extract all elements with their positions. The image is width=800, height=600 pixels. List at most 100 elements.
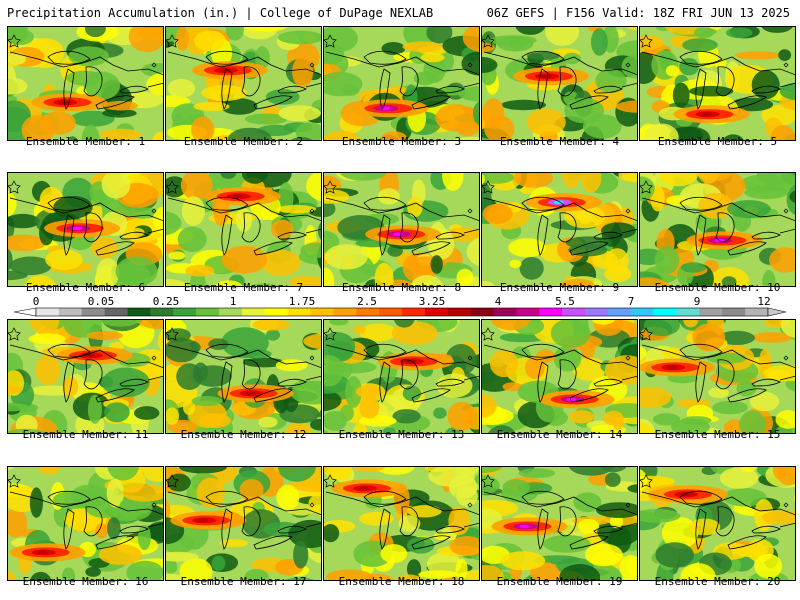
ensemble-member-label: Ensemble Member: 14 xyxy=(496,428,623,441)
colorbar-tick-label: 5.5 xyxy=(555,296,575,308)
colorbar-tick-label: 1 xyxy=(230,296,237,308)
colorbar-swatch xyxy=(585,308,609,316)
colorbar-swatch xyxy=(219,308,243,316)
colorbar-swatch xyxy=(173,308,197,316)
colorbar-swatch xyxy=(562,308,586,316)
colorbar-swatch xyxy=(447,308,471,316)
ensemble-member-label: Ensemble Member: 16 xyxy=(22,575,149,588)
colorbar-tick-label: 0 xyxy=(33,296,40,308)
valid-time-label: 06Z GEFS | F156 Valid: 18Z FRI JUN 13 20… xyxy=(486,6,790,20)
great-lakes-outline xyxy=(325,50,479,110)
colorbar-swatch xyxy=(699,308,723,316)
ensemble-member-label: Ensemble Member: 6 xyxy=(25,281,146,294)
ensemble-member-label: Ensemble Member: 9 xyxy=(499,281,620,294)
ensemble-member-label: Ensemble Member: 1 xyxy=(25,135,146,148)
ensemble-member-label: Ensemble Member: 2 xyxy=(183,135,304,148)
great-lakes-outline xyxy=(641,490,795,550)
great-lakes-outline xyxy=(9,343,163,403)
colorbar-swatch xyxy=(424,308,449,316)
colorbar-tick-label: 0.05 xyxy=(88,296,115,308)
colorbar-tick-label: 3.25 xyxy=(419,296,446,308)
colorbar-swatch xyxy=(241,308,266,316)
colorbar-right-arrow xyxy=(767,307,787,317)
ensemble-map-panel xyxy=(323,26,480,141)
colorbar-swatch xyxy=(127,308,151,316)
great-lakes-outline xyxy=(483,196,637,256)
ensemble-map-panel xyxy=(165,172,322,287)
colorbar-swatch xyxy=(539,308,563,316)
colorbar-swatch xyxy=(310,308,334,316)
great-lakes-outline xyxy=(483,343,637,403)
ensemble-member-label: Ensemble Member: 8 xyxy=(341,281,462,294)
great-lakes-outline xyxy=(325,343,479,403)
colorbar-swatch xyxy=(287,308,311,316)
colorbar-swatch xyxy=(36,308,60,316)
colorbar-swatch xyxy=(516,308,540,316)
ensemble-map-panel xyxy=(7,26,164,141)
ensemble-map-panel xyxy=(639,26,796,141)
ensemble-map-panel xyxy=(323,466,480,581)
great-lakes-outline xyxy=(167,196,321,256)
colorbar-tick-label: 0.25 xyxy=(153,296,180,308)
colorbar-swatch xyxy=(333,308,357,316)
ensemble-member-label: Ensemble Member: 7 xyxy=(183,281,304,294)
great-lakes-outline xyxy=(483,490,637,550)
ensemble-member-label: Ensemble Member: 12 xyxy=(180,428,307,441)
ensemble-member-label: Ensemble Member: 5 xyxy=(657,135,778,148)
ensemble-map-panel xyxy=(7,319,164,434)
ensemble-member-label: Ensemble Member: 15 xyxy=(654,428,781,441)
ensemble-map-panel xyxy=(481,172,638,287)
colorbar-swatch xyxy=(676,308,700,316)
great-lakes-outline xyxy=(9,50,163,110)
colorbar-swatch xyxy=(196,308,220,316)
colorbar-swatch xyxy=(402,308,426,316)
colorbar-swatch xyxy=(104,308,128,316)
colorbar-left-arrow xyxy=(13,307,37,317)
ensemble-member-label: Ensemble Member: 19 xyxy=(496,575,623,588)
ensemble-map-panel xyxy=(323,319,480,434)
colorbar-swatch xyxy=(630,308,654,316)
ensemble-member-label: Ensemble Member: 10 xyxy=(654,281,781,294)
great-lakes-outline xyxy=(9,196,163,256)
colorbar-tick-label: 7 xyxy=(628,296,635,308)
colorbar-tick-label: 2.5 xyxy=(357,296,377,308)
great-lakes-outline xyxy=(641,343,795,403)
ensemble-member-label: Ensemble Member: 4 xyxy=(499,135,620,148)
colorbar-swatch xyxy=(264,308,288,316)
great-lakes-outline xyxy=(167,50,321,110)
ensemble-member-label: Ensemble Member: 20 xyxy=(654,575,781,588)
colorbar-swatch xyxy=(653,308,677,316)
colorbar-swatch xyxy=(379,308,403,316)
colorbar-tick-label: 4 xyxy=(495,296,502,308)
great-lakes-outline xyxy=(325,490,479,550)
ensemble-member-label: Ensemble Member: 13 xyxy=(338,428,465,441)
colorbar-swatch xyxy=(356,308,380,316)
great-lakes-outline xyxy=(641,196,795,256)
ensemble-map-panel xyxy=(481,466,638,581)
ensemble-map-panel xyxy=(7,466,164,581)
colorbar-swatch xyxy=(493,308,517,316)
ensemble-map-panel xyxy=(481,319,638,434)
great-lakes-outline xyxy=(641,50,795,110)
ensemble-map-panel xyxy=(7,172,164,287)
colorbar-tick-label: 12 xyxy=(757,296,770,308)
ensemble-map-panel xyxy=(639,172,796,287)
ensemble-member-label: Ensemble Member: 18 xyxy=(338,575,465,588)
colorbar-tick-label: 1.75 xyxy=(289,296,316,308)
ensemble-member-label: Ensemble Member: 17 xyxy=(180,575,307,588)
ensemble-map-panel xyxy=(165,319,322,434)
ensemble-map-panel xyxy=(481,26,638,141)
ensemble-member-label: Ensemble Member: 3 xyxy=(341,135,462,148)
ensemble-map-panel xyxy=(165,26,322,141)
colorbar-tick-label: 9 xyxy=(694,296,701,308)
great-lakes-outline xyxy=(9,490,163,550)
colorbar-swatch xyxy=(470,308,494,316)
colorbar-swatch xyxy=(81,308,105,316)
ensemble-map-panel xyxy=(323,172,480,287)
colorbar-swatch xyxy=(607,308,632,316)
ensemble-map-panel xyxy=(639,319,796,434)
colorbar-swatch xyxy=(58,308,83,316)
great-lakes-outline xyxy=(483,50,637,110)
colorbar-swatch xyxy=(722,308,746,316)
colorbar-swatch xyxy=(745,308,769,316)
